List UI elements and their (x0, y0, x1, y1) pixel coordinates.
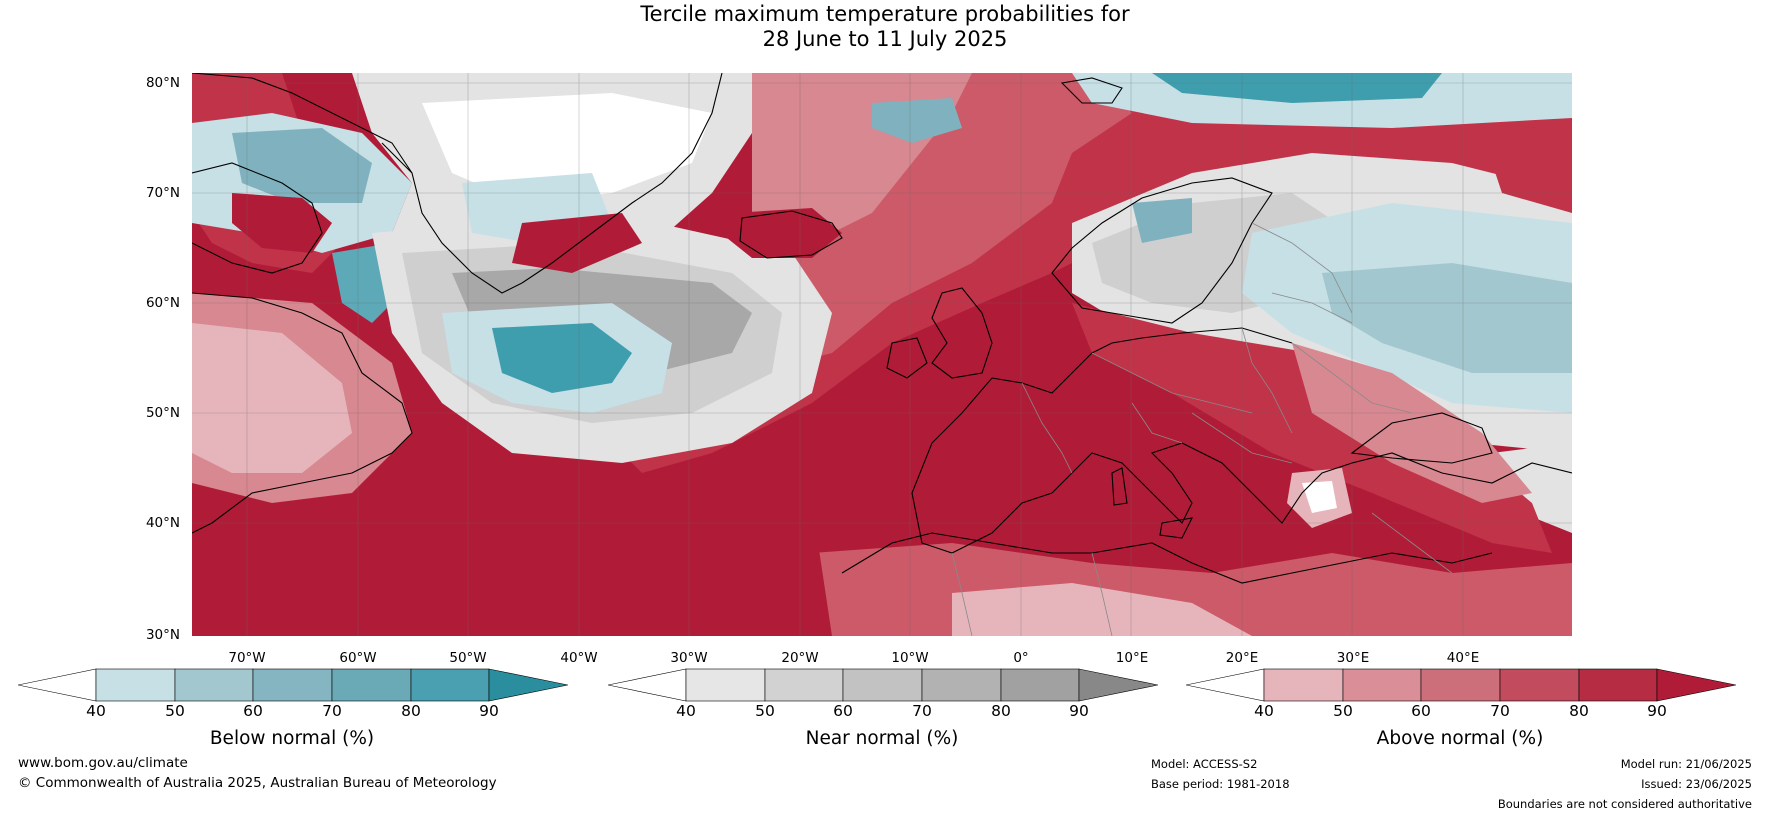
region-above-90-atlantic-south (192, 503, 832, 636)
cb3-seg-4 (1499, 668, 1580, 702)
cb2-tick-70: 70 (912, 702, 932, 720)
cb2-seg-6 (1078, 668, 1158, 702)
cb2-tick-80: 80 (991, 702, 1011, 720)
lat-label-30n: 30°N (145, 627, 180, 643)
region-below-70-norway-sea (872, 98, 962, 143)
lon-label-50w: 50°W (449, 650, 487, 666)
colorbar-below-normal (18, 668, 568, 702)
cb2-seg-0 (608, 668, 687, 702)
cb3-tick-90: 90 (1647, 702, 1667, 720)
region-below-90-svalbard (1152, 73, 1442, 103)
colorbar-above-normal (1186, 668, 1736, 702)
lon-label-20e: 20°E (1225, 650, 1259, 666)
cb3-seg-1 (1263, 668, 1344, 702)
cb1-title: Below normal (%) (209, 728, 375, 749)
cb3-seg-0 (1186, 668, 1265, 702)
lon-label-20w: 20°W (781, 650, 819, 666)
map-canvas (192, 73, 1572, 636)
country-borders (951, 222, 1453, 636)
region-below-60-russia (1322, 263, 1572, 373)
lon-label-70w: 70°W (228, 650, 266, 666)
region-above-50-canada (192, 323, 352, 473)
cb2-tick-90: 90 (1069, 702, 1089, 720)
cb2-seg-5 (1000, 668, 1080, 702)
colorbar-above-normal-swatches (1186, 668, 1736, 702)
lon-label-10w: 10°W (891, 650, 929, 666)
website-link[interactable]: www.bom.gov.au/climate (18, 755, 188, 771)
region-above-50-sahara (952, 583, 1252, 636)
lat-label-40n: 40°N (145, 515, 180, 531)
cb1-tick-40: 40 (86, 702, 106, 720)
lon-label-0: 0° (1013, 650, 1029, 666)
region-above-90-baffin-island (232, 193, 332, 253)
lon-label-40w: 40°W (560, 650, 598, 666)
colorbar-below-normal-swatches (18, 668, 568, 702)
base-period-text: Base period: 1981-2018 (1151, 777, 1290, 791)
cb2-title: Near normal (%) (805, 728, 959, 749)
map-title-line2: 28 June to 11 July 2025 (762, 27, 1008, 51)
map-title: Tercile maximum temperature probabilitie… (0, 2, 1770, 52)
region-above-80-europe (1072, 303, 1552, 553)
region-above-60-europe-east (1292, 343, 1532, 503)
cb3-seg-3 (1420, 668, 1501, 702)
copyright-text: © Commonwealth of Australia 2025, Austra… (18, 775, 497, 791)
cb2-tick-50: 50 (755, 702, 775, 720)
cb1-tick-80: 80 (401, 702, 421, 720)
coastlines (192, 73, 1572, 584)
cb1-seg-6 (488, 668, 568, 702)
cb3-title: Above normal (%) (1376, 728, 1544, 749)
cb2-seg-4 (921, 668, 1002, 702)
cb1-tick-70: 70 (322, 702, 342, 720)
issued-text: Issued: 23/06/2025 (1641, 777, 1752, 791)
region-above-80-urals (1482, 123, 1572, 213)
lat-label-50n: 50°N (145, 405, 180, 421)
lat-label-80n: 80°N (145, 75, 180, 91)
cb3-seg-2 (1342, 668, 1422, 702)
graticule (192, 73, 1572, 636)
cb1-seg-4 (331, 668, 412, 702)
probability-map (192, 73, 1572, 636)
model-text: Model: ACCESS-S2 (1151, 757, 1258, 771)
region-below-70-baffin (232, 128, 372, 203)
lon-label-30e: 30°E (1336, 650, 1370, 666)
cb1-seg-3 (252, 668, 333, 702)
disclaimer-text: Boundaries are not considered authoritat… (1497, 797, 1752, 811)
cb3-tick-80: 80 (1569, 702, 1589, 720)
colorbar-near-normal-swatches (608, 668, 1158, 702)
lon-label-30w: 30°W (670, 650, 708, 666)
model-run-text: Model run: 21/06/2025 (1620, 757, 1752, 771)
region-near-white-greenland (422, 93, 712, 203)
cb3-tick-60: 60 (1411, 702, 1431, 720)
lon-label-40e: 40°E (1446, 650, 1480, 666)
cb2-seg-1 (685, 668, 766, 702)
cb1-seg-5 (410, 668, 490, 702)
cb3-seg-5 (1578, 668, 1658, 702)
cb3-seg-6 (1656, 668, 1736, 702)
lon-label-60w: 60°W (339, 650, 377, 666)
cb1-tick-90: 90 (479, 702, 499, 720)
cb2-tick-60: 60 (833, 702, 853, 720)
region-above-90-greenland-east (512, 213, 642, 273)
cb1-seg-1 (95, 668, 176, 702)
cb1-tick-50: 50 (165, 702, 185, 720)
cb3-tick-50: 50 (1333, 702, 1353, 720)
cb2-tick-40: 40 (676, 702, 696, 720)
cb1-seg-0 (18, 668, 97, 702)
lon-label-10e: 10°E (1115, 650, 1149, 666)
cb2-seg-2 (764, 668, 844, 702)
lat-label-70n: 70°N (145, 185, 180, 201)
map-title-line1: Tercile maximum temperature probabilitie… (640, 2, 1130, 26)
cb3-tick-40: 40 (1254, 702, 1274, 720)
region-white-aegean (1302, 481, 1337, 513)
lat-label-60n: 60°N (145, 295, 180, 311)
cb2-seg-3 (842, 668, 923, 702)
cb1-seg-2 (174, 668, 254, 702)
region-below-70-norway (1132, 198, 1192, 243)
region-near-50-turkey-east (1492, 443, 1572, 533)
colorbar-near-normal (608, 668, 1158, 702)
region-above-90-iceland (727, 208, 842, 258)
cb1-tick-60: 60 (243, 702, 263, 720)
region-below-80-atlantic (492, 323, 632, 393)
cb3-tick-70: 70 (1490, 702, 1510, 720)
